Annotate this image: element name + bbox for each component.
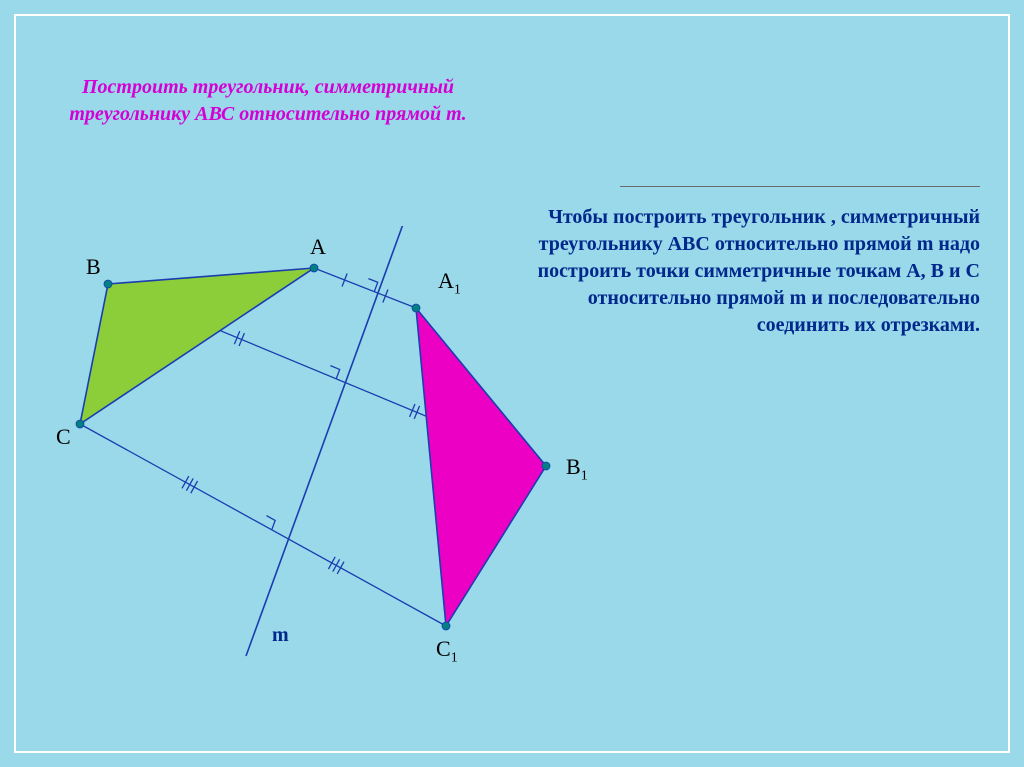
outer-frame: Построить треугольник, симметричный треу… (0, 0, 1024, 767)
label-m: m (272, 624, 289, 647)
task-title: Построить треугольник, симметричный треу… (38, 74, 498, 128)
label-A1: A1 (438, 268, 461, 298)
separator-line (620, 186, 980, 187)
diagram-svg (46, 226, 606, 696)
label-C: C (56, 424, 71, 450)
label-B1: B1 (566, 454, 588, 484)
label-C1: C1 (436, 636, 458, 666)
label-A: A (310, 234, 326, 260)
inner-frame: Построить треугольник, симметричный треу… (14, 14, 1010, 753)
geometry-diagram: A B C A1 B1 C1 m (46, 226, 606, 696)
label-B: B (86, 254, 101, 280)
